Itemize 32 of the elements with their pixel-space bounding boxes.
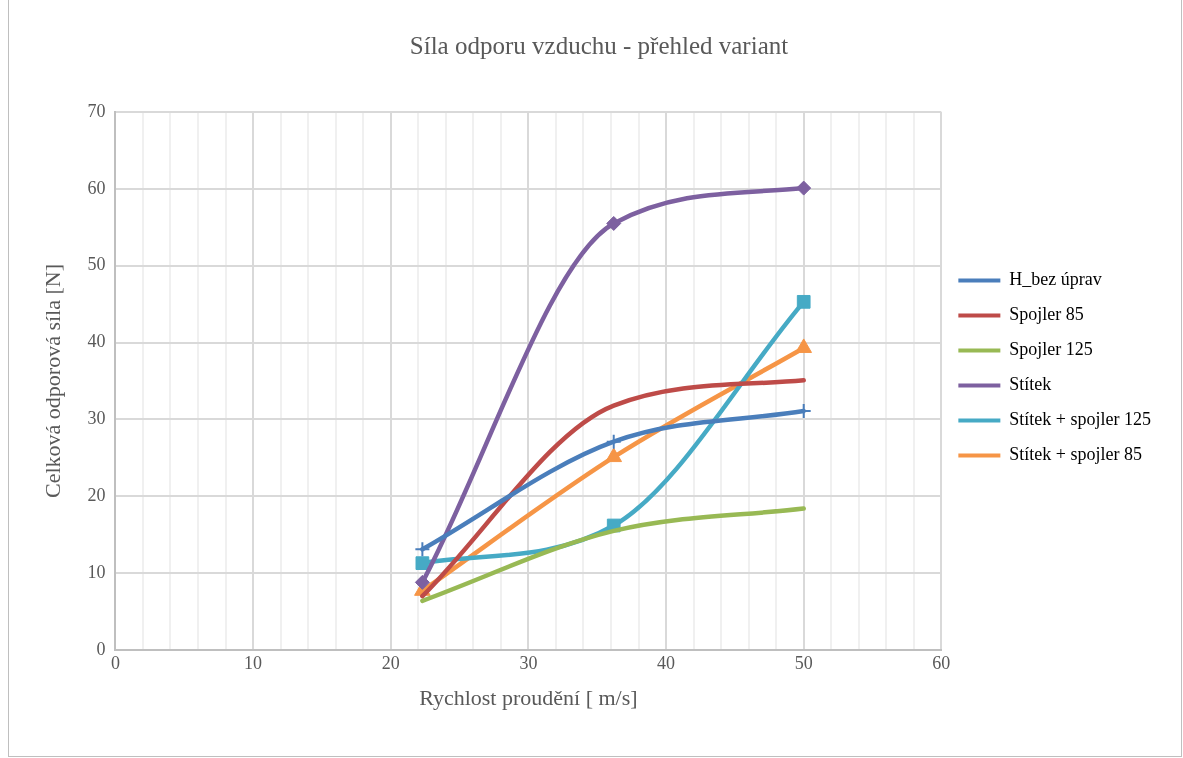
legend-label: H_bez úprav — [1009, 269, 1102, 290]
point — [796, 294, 811, 309]
point — [415, 556, 430, 571]
y-tick-label: 10 — [87, 561, 106, 582]
x-tick-label: 50 — [794, 652, 813, 673]
point — [414, 541, 431, 558]
y-tick-label: 60 — [87, 177, 106, 198]
y-tick-label: 30 — [87, 408, 106, 429]
x-axis-title: Rychlost proudění [ m/s] — [419, 684, 638, 710]
legend-label: Spojler 85 — [1009, 304, 1084, 325]
y-axis-title: Celková odporová síla [N] — [39, 264, 65, 498]
x-tick-label: 20 — [381, 652, 400, 673]
point — [796, 180, 812, 196]
point — [605, 447, 623, 463]
x-tick-label: 0 — [110, 652, 120, 673]
y-tick-label: 40 — [87, 331, 106, 352]
y-tick-label: 70 — [87, 100, 106, 121]
y-tick-label: 50 — [87, 254, 106, 275]
legend-label: Spojler 125 — [1009, 339, 1093, 360]
legend-label: Stítek + spojler 125 — [1009, 409, 1152, 430]
y-tick-label: 20 — [87, 485, 106, 506]
x-tick-label: 30 — [519, 652, 538, 673]
x-tick-label: 10 — [244, 652, 263, 673]
point — [606, 215, 622, 231]
chart-title: Síla odporu vzduchu - přehled variant — [409, 31, 789, 59]
x-tick-label: 60 — [932, 652, 951, 673]
y-tick-label: 0 — [96, 638, 106, 659]
legend-label: Stítek + spojler 85 — [1009, 444, 1143, 465]
x-tick-label: 40 — [657, 652, 676, 673]
point — [605, 433, 622, 450]
legend-label: Stítek — [1009, 374, 1052, 395]
point — [414, 574, 430, 590]
